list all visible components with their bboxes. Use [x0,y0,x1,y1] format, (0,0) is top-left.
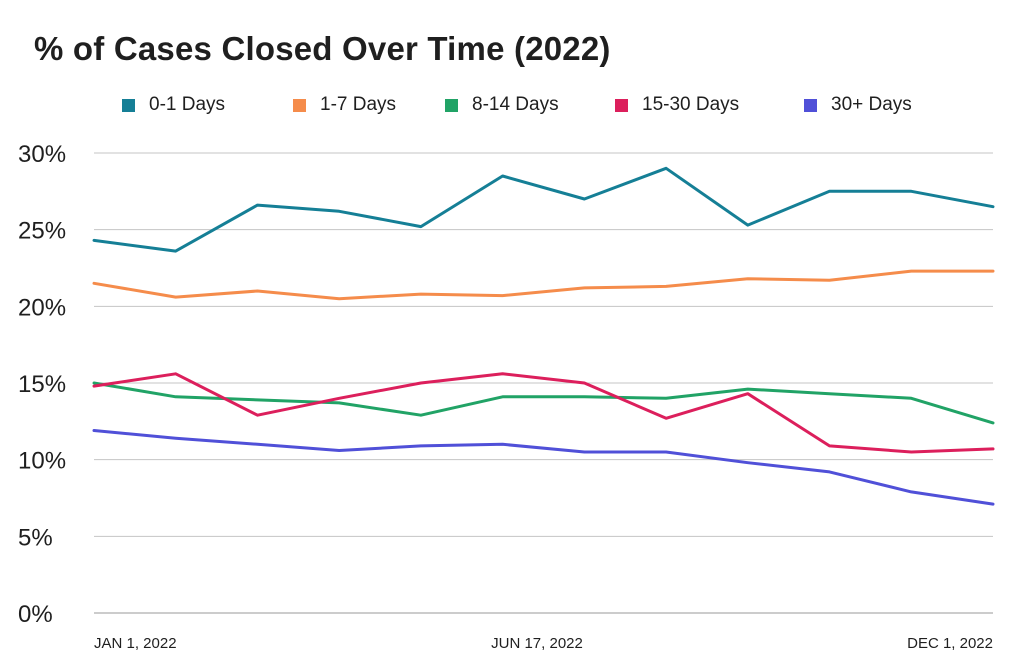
x-tick-label: JAN 1, 2022 [94,635,177,652]
legend-swatch-1-7-days [293,98,306,112]
chart-title: % of Cases Closed Over Time (2022) [34,30,611,67]
series-lines [92,166,995,506]
y-axis-ticks: 0% 5% 10% 15% 20% 25% 30% [18,141,66,628]
legend-label-30-plus-days: 30+ Days [831,94,912,115]
legend-swatch-15-30-days [615,98,628,112]
legend-item-8-14-days: 8-14 Days [445,94,559,116]
legend-item-30-plus-days: 30+ Days [804,94,912,116]
legend-label-8-14-days: 8-14 Days [472,94,559,115]
legend: 0-1 Days 1-7 Days 8-14 Days 15-30 Days 3… [122,94,1002,118]
series-line-3 [92,372,995,454]
legend-swatch-0-1-days [122,98,135,112]
legend-label-15-30-days: 15-30 Days [642,94,740,115]
legend-item-0-1-days: 0-1 Days [122,94,225,116]
series-line-4 [92,429,995,506]
series-line-1 [92,269,995,301]
legend-label-0-1-days: 0-1 Days [149,94,226,115]
y-tick-label: 15% [18,371,66,398]
legend-item-1-7-days: 1-7 Days [293,94,396,116]
y-tick-label: 10% [18,448,66,475]
gridlines [94,152,993,614]
y-tick-label: 30% [18,141,66,168]
y-tick-label: 25% [18,218,66,245]
y-tick-label: 0% [18,601,53,628]
legend-swatch-8-14-days [445,98,458,112]
x-tick-label: DEC 1, 2022 [907,635,993,652]
series-line-2 [92,381,995,425]
y-tick-label: 20% [18,294,66,321]
x-tick-label: JUN 17, 2022 [491,635,583,652]
legend-swatch-30-plus-days [804,98,817,112]
legend-label-1-7-days: 1-7 Days [320,94,397,115]
y-tick-label: 5% [18,524,53,551]
legend-item-15-30-days: 15-30 Days [615,94,739,116]
x-axis-ticks: JAN 1, 2022 JUN 17, 2022 DEC 1, 2022 [94,635,993,652]
series-line-0 [92,166,995,253]
